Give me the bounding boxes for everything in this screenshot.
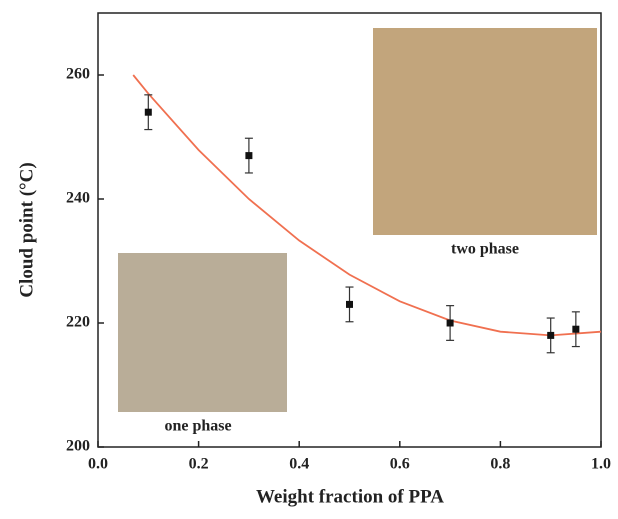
y-tick-label: 260 xyxy=(66,66,90,83)
x-axis-title: Weight fraction of PPA xyxy=(256,486,444,507)
x-tick-label: 0.4 xyxy=(289,456,309,473)
inset-image-one-phase xyxy=(118,253,287,412)
y-axis-title: Cloud point (°C) xyxy=(16,162,37,297)
y-tick-label: 240 xyxy=(66,190,90,207)
annotation: two phase xyxy=(451,241,519,258)
inset-image-two-phase xyxy=(373,28,597,235)
x-tick-label: 0.6 xyxy=(390,456,410,473)
x-tick-label: 0.2 xyxy=(189,456,209,473)
point xyxy=(547,331,555,339)
fit-curve xyxy=(132,74,602,337)
point xyxy=(572,325,580,333)
point xyxy=(446,319,454,327)
x-tick-label: 0.8 xyxy=(490,456,510,473)
plot-frame xyxy=(97,12,602,448)
x-tick-label: 0.0 xyxy=(88,456,108,473)
x-tick-label: 1.0 xyxy=(591,456,611,473)
point xyxy=(245,152,253,160)
y-tick-label: 220 xyxy=(66,314,90,331)
y-tick-label: 200 xyxy=(66,438,90,455)
point xyxy=(346,300,353,308)
annotation: one phase xyxy=(164,418,231,435)
point xyxy=(144,108,152,116)
